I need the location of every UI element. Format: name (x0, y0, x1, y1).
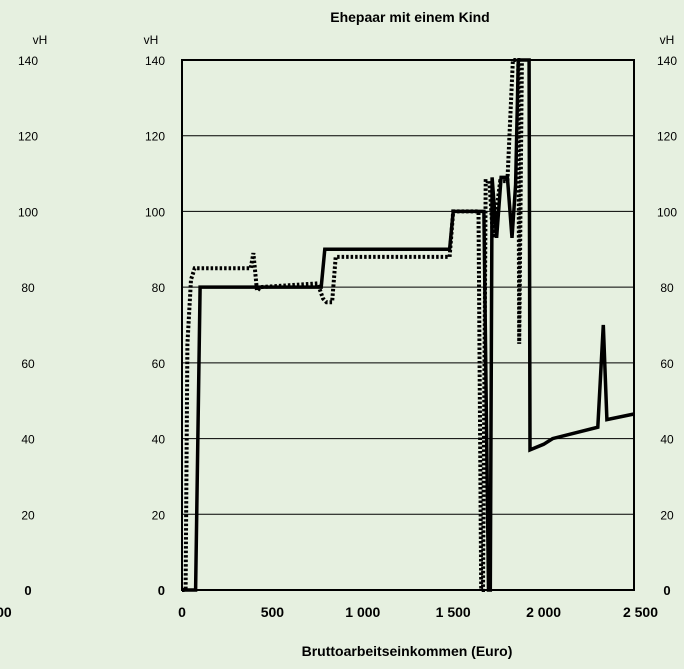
y-tick-label-partial: 100 (18, 205, 38, 219)
y-tick-label-left: 120 (145, 130, 165, 144)
y-tick-label-right: 0 (663, 583, 670, 598)
left-axis-x-tick-label: 500 (0, 604, 12, 620)
x-axis-tick-labels: 0 500 1 000 1 500 2 000 2 500 (178, 604, 658, 620)
y-tick-label-left: 100 (145, 205, 165, 219)
series-line-dotted (182, 58, 524, 592)
x-tick-label: 0 (178, 604, 186, 620)
y-tick-label-right: 120 (657, 130, 677, 144)
left-partial-axis: vH 500 (0, 33, 47, 620)
y-tick-label-partial: 0 (24, 583, 31, 598)
y-tick-label-right: 100 (657, 205, 677, 219)
y-tick-label-left: 80 (152, 281, 166, 295)
y-tick-label-partial: 40 (21, 433, 35, 447)
y-axis-unit-label: vH (144, 33, 159, 47)
series-group (182, 58, 635, 592)
x-tick-label: 2 000 (526, 604, 561, 620)
x-axis-label: Bruttoarbeitseinkommen (Euro) (302, 643, 513, 659)
right-axis-unit-label: vH (660, 33, 675, 47)
y-tick-label-partial: 80 (21, 281, 35, 295)
y-tick-label-left: 60 (152, 357, 166, 371)
y-tick-label-right: 140 (657, 54, 677, 68)
y-tick-label-left: 140 (145, 54, 165, 68)
x-tick-label: 1 500 (436, 604, 471, 620)
y-tick-label-right: 80 (660, 281, 674, 295)
x-tick-label: 500 (261, 604, 285, 620)
series-line-solid (182, 58, 635, 592)
y-tick-label-right: 40 (660, 433, 674, 447)
y-tick-label-right: 60 (660, 357, 674, 371)
y-tick-label-left: 0 (158, 583, 165, 598)
y-axis-tick-labels-partial: 0 20 40 60 80 100 120 140 (18, 54, 38, 598)
y-tick-label-right: 20 (660, 508, 674, 522)
plot-area-frame (181, 59, 635, 591)
x-tick-label: 1 000 (345, 604, 380, 620)
y-tick-label-partial: 140 (18, 54, 38, 68)
x-tick-label: 2 500 (623, 604, 658, 620)
gridlines (182, 135, 634, 515)
y-tick-label-partial: 120 (18, 130, 38, 144)
y-tick-label-partial: 60 (21, 357, 35, 371)
y-tick-label-left: 40 (152, 433, 166, 447)
y-tick-label-left: 20 (152, 508, 166, 522)
left-axis-unit-label: vH (33, 33, 48, 47)
y-axis-tick-labels-left: 0 20 40 60 80 100 120 140 (145, 54, 165, 598)
y-tick-label-partial: 20 (21, 508, 35, 522)
chart-title: Ehepaar mit einem Kind (330, 9, 489, 25)
y-axis-tick-labels-right: 0 20 40 60 80 100 120 140 (657, 54, 677, 598)
